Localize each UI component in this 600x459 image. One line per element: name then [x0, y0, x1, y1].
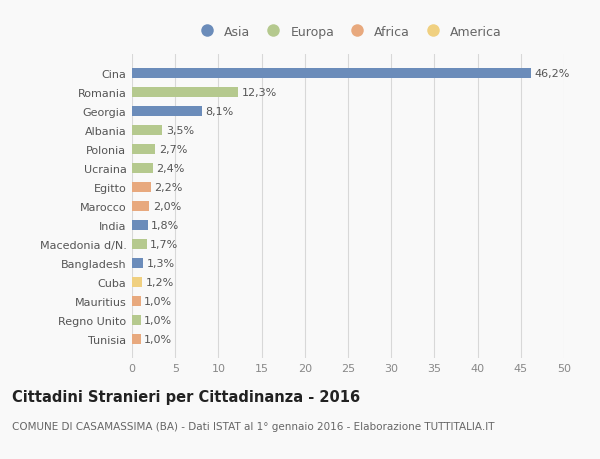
Legend: Asia, Europa, Africa, America: Asia, Europa, Africa, America	[190, 22, 506, 42]
Text: 2,2%: 2,2%	[154, 183, 183, 193]
Bar	[132, 88, 238, 98]
Text: 46,2%: 46,2%	[535, 69, 570, 79]
Text: Cittadini Stranieri per Cittadinanza - 2016: Cittadini Stranieri per Cittadinanza - 2…	[12, 390, 360, 405]
Text: 12,3%: 12,3%	[242, 88, 277, 98]
Text: 1,0%: 1,0%	[144, 296, 172, 306]
Bar	[132, 106, 202, 117]
Bar	[132, 334, 140, 344]
Bar	[132, 126, 162, 136]
Text: 1,0%: 1,0%	[144, 334, 172, 344]
Text: 3,5%: 3,5%	[166, 126, 194, 136]
Text: COMUNE DI CASAMASSIMA (BA) - Dati ISTAT al 1° gennaio 2016 - Elaborazione TUTTIT: COMUNE DI CASAMASSIMA (BA) - Dati ISTAT …	[12, 421, 494, 431]
Text: 2,7%: 2,7%	[159, 145, 187, 155]
Bar	[132, 69, 531, 79]
Text: 1,0%: 1,0%	[144, 315, 172, 325]
Bar	[132, 277, 142, 287]
Text: 1,8%: 1,8%	[151, 220, 179, 230]
Text: 8,1%: 8,1%	[205, 107, 233, 117]
Text: 1,3%: 1,3%	[146, 258, 175, 269]
Text: 1,7%: 1,7%	[150, 240, 178, 249]
Bar	[132, 182, 151, 193]
Bar	[132, 202, 149, 212]
Text: 1,2%: 1,2%	[146, 277, 174, 287]
Text: 2,0%: 2,0%	[153, 202, 181, 212]
Bar	[132, 239, 146, 250]
Bar	[132, 258, 143, 269]
Bar	[132, 315, 140, 325]
Bar	[132, 296, 140, 307]
Text: 2,4%: 2,4%	[156, 164, 185, 174]
Bar	[132, 163, 153, 174]
Bar	[132, 145, 155, 155]
Bar	[132, 220, 148, 231]
